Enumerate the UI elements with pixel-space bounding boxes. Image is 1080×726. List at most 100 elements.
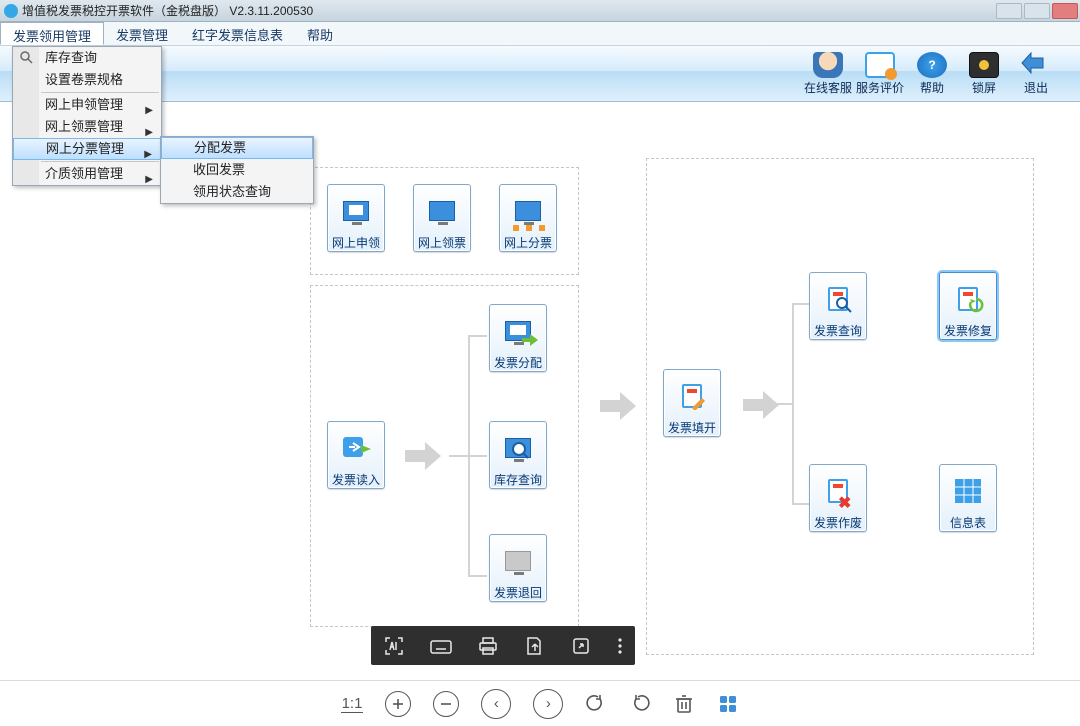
- delete-button[interactable]: [673, 693, 695, 715]
- dd-label: 分配发票: [194, 140, 246, 155]
- clipboard-star-icon: [865, 52, 895, 78]
- flow-invoice-repair[interactable]: 发票修复: [939, 272, 997, 339]
- menu-label: 帮助: [307, 28, 333, 43]
- dd-online-collect[interactable]: 网上领票管理▶: [13, 116, 161, 138]
- menu-label: 发票领用管理: [13, 29, 91, 44]
- flow-label: 信息表: [939, 516, 997, 531]
- flow-label: 网上领票: [413, 236, 471, 251]
- monitor-doc-icon: [343, 201, 369, 221]
- connector-line: [449, 326, 489, 586]
- monitor-magnifier-icon: [505, 438, 531, 458]
- expand-icon[interactable]: [567, 632, 595, 660]
- monitor-tree-icon: [515, 201, 541, 221]
- doc-cross-icon: ✖: [828, 479, 848, 503]
- viewer-zoom-bar: 1:1 ‹ ›: [0, 680, 1080, 726]
- next-button[interactable]: ›: [533, 689, 563, 719]
- flow-invoice-alloc[interactable]: 发票分配: [489, 304, 547, 371]
- app-icon: [4, 4, 18, 18]
- flow-invoice-return[interactable]: 发票退回: [489, 534, 547, 601]
- doc-pencil-icon: [682, 384, 702, 408]
- tool-label: 锁屏: [972, 81, 996, 95]
- sub-allocate[interactable]: 分配发票: [161, 137, 313, 159]
- tool-help[interactable]: ? 帮助: [906, 52, 958, 96]
- dd-label: 网上申领管理: [45, 97, 123, 112]
- flow-online-collect[interactable]: 网上领票: [413, 184, 471, 251]
- monitor-doc-icon: [429, 201, 455, 221]
- tool-label: 服务评价: [856, 81, 904, 95]
- doc-magnifier-icon: [828, 287, 848, 311]
- tool-exit[interactable]: 退出: [1010, 52, 1062, 96]
- print-icon[interactable]: [474, 632, 502, 660]
- flow-panel-fill: 发票填开 发票查询 ✖ 发票作废 发票修复 信息表: [646, 158, 1034, 655]
- dd-online-distribute[interactable]: 网上分票管理▶: [13, 138, 161, 160]
- flow-info-sheet[interactable]: 信息表: [939, 464, 997, 531]
- flow-label: 发票填开: [663, 421, 721, 436]
- menu-red-invoice[interactable]: 红字发票信息表: [180, 22, 295, 45]
- page-arrow-icon[interactable]: [520, 632, 548, 660]
- connector-line: [775, 294, 811, 514]
- window-titlebar: 增值税发票税控开票软件（金税盘版） V2.3.11.200530: [0, 0, 1080, 22]
- dd-stock-query[interactable]: 库存查询: [13, 47, 161, 69]
- redo-button[interactable]: [629, 693, 651, 715]
- more-icon[interactable]: [614, 632, 626, 660]
- window-close-button[interactable]: [1052, 3, 1078, 19]
- flow-label: 网上申领: [327, 236, 385, 251]
- flow-invoice-fill[interactable]: 发票填开: [663, 369, 721, 436]
- chevron-right-icon: ▶: [144, 145, 152, 165]
- undo-button[interactable]: [585, 693, 607, 715]
- lock-screen-icon: [969, 52, 999, 78]
- monitor-return-icon: [505, 551, 531, 571]
- keyboard-icon[interactable]: [427, 632, 455, 660]
- zoom-out-button[interactable]: [433, 691, 459, 717]
- zoom-in-button[interactable]: [385, 691, 411, 717]
- tool-lock[interactable]: 锁屏: [958, 52, 1010, 96]
- tool-rating[interactable]: 服务评价: [854, 52, 906, 96]
- window-title: 增值税发票税控开票软件（金税盘版） V2.3.11.200530: [22, 2, 313, 19]
- flow-label: 发票读入: [327, 473, 385, 488]
- flow-online-apply[interactable]: 网上申领: [327, 184, 385, 251]
- flow-label: 发票分配: [489, 356, 547, 371]
- flow-label: 网上分票: [499, 236, 557, 251]
- grid-view-button[interactable]: [717, 693, 739, 715]
- submenu-distribute: 分配发票 收回发票 领用状态查询: [160, 136, 314, 204]
- flow-invoice-read[interactable]: 发票读入: [327, 421, 385, 488]
- flow-online-distribute[interactable]: 网上分票: [499, 184, 557, 251]
- dd-label: 库存查询: [45, 50, 97, 65]
- tool-label: 退出: [1024, 81, 1048, 95]
- chevron-right-icon: ▶: [145, 169, 153, 191]
- menubar: 发票领用管理 发票管理 红字发票信息表 帮助: [0, 22, 1080, 46]
- dd-set-roll-spec[interactable]: 设置卷票规格: [13, 69, 161, 91]
- flow-invoice-query[interactable]: 发票查询: [809, 272, 867, 339]
- dropdown-invoice-receive: 库存查询 设置卷票规格 网上申领管理▶ 网上领票管理▶ 网上分票管理▶ 介质领用…: [12, 46, 162, 186]
- arrow-left-icon: [1021, 52, 1051, 78]
- dd-label: 领用状态查询: [193, 184, 271, 199]
- sub-recall[interactable]: 收回发票: [161, 159, 313, 181]
- flow-label: 发票退回: [489, 586, 547, 601]
- ocr-icon[interactable]: [380, 632, 408, 660]
- arrow-right-icon: [403, 442, 443, 470]
- flow-invoice-void[interactable]: ✖ 发票作废: [809, 464, 867, 531]
- prev-button[interactable]: ‹: [481, 689, 511, 719]
- zoom-ratio[interactable]: 1:1: [341, 695, 364, 713]
- tool-online-service[interactable]: 在线客服: [802, 52, 854, 96]
- flow-stock-query[interactable]: 库存查询: [489, 421, 547, 488]
- window-minimize-button[interactable]: [996, 3, 1022, 19]
- menu-label: 发票管理: [116, 28, 168, 43]
- menu-invoice-receive[interactable]: 发票领用管理: [0, 22, 104, 45]
- dd-online-apply[interactable]: 网上申领管理▶: [13, 94, 161, 116]
- dd-media-receive[interactable]: 介质领用管理▶: [13, 163, 161, 185]
- monitor-arrow-icon: [505, 321, 531, 341]
- menu-invoice-manage[interactable]: 发票管理: [104, 22, 180, 45]
- flow-panel-online: 网上申领 网上领票 网上分票: [310, 167, 579, 275]
- flow-label: 发票作废: [809, 516, 867, 531]
- arrow-right-icon: [598, 392, 638, 420]
- window-maximize-button[interactable]: [1024, 3, 1050, 19]
- menu-help[interactable]: 帮助: [295, 22, 345, 45]
- flow-panel-process: 发票读入 发票分配 库存查询 发票退回: [310, 285, 579, 627]
- headset-user-icon: [813, 52, 843, 78]
- dd-label: 介质领用管理: [45, 166, 123, 181]
- sub-status-query[interactable]: 领用状态查询: [161, 181, 313, 203]
- viewer-overlay-toolbar: [371, 626, 635, 665]
- menu-label: 红字发票信息表: [192, 28, 283, 43]
- doc-refresh-icon: [958, 287, 978, 311]
